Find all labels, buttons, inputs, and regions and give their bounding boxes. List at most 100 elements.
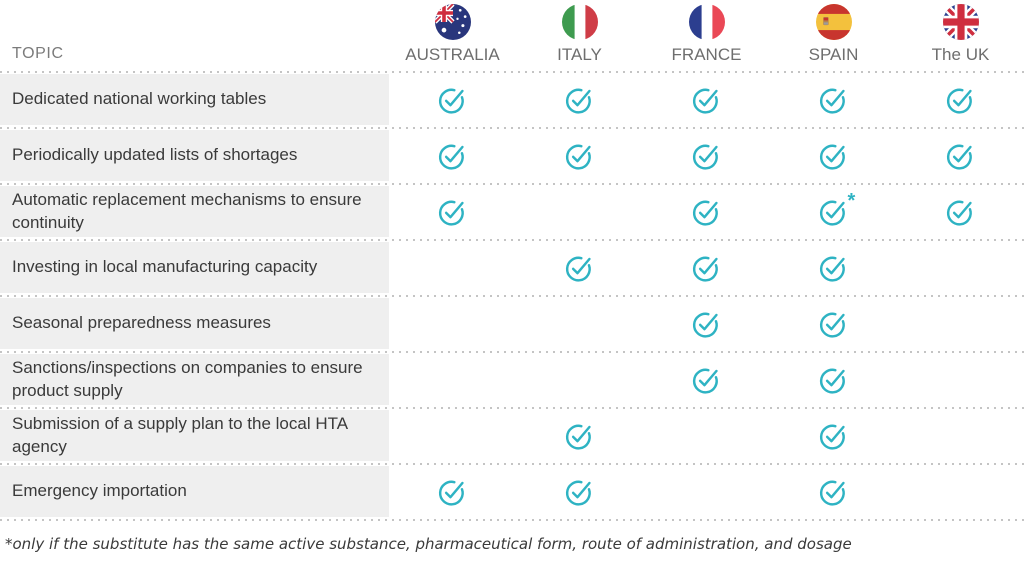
- check-cell: [389, 354, 516, 405]
- check-icon: [692, 365, 722, 395]
- country-name: ITALY: [557, 45, 602, 64]
- check-cell: [897, 130, 1024, 181]
- check-icon: [819, 309, 849, 339]
- check-cell: [643, 354, 770, 405]
- check-cell: [643, 242, 770, 293]
- check-cell: [897, 186, 1024, 237]
- check-icon: [819, 253, 849, 283]
- country-name: SPAIN: [808, 45, 859, 64]
- australia-flag-icon: [434, 4, 471, 40]
- check-cell: [516, 298, 643, 349]
- check-icon: [438, 197, 468, 227]
- table-row: Seasonal preparedness measures: [0, 298, 1024, 349]
- check-icon: [819, 141, 849, 171]
- uk-flag-icon: [942, 4, 979, 40]
- check-icon: [692, 141, 722, 171]
- row-divider: [0, 349, 1024, 354]
- check-cell: [643, 466, 770, 517]
- check-icon: [565, 253, 595, 283]
- check-cell: [897, 242, 1024, 293]
- topic-cell: Automatic replacement mechanisms to ensu…: [0, 186, 389, 237]
- check-icon: [438, 141, 468, 171]
- check-icon: [692, 253, 722, 283]
- check-cell: [516, 410, 643, 461]
- check-icon: [438, 85, 468, 115]
- table-row: Submission of a supply plan to the local…: [0, 410, 1024, 461]
- check-cell: [643, 74, 770, 125]
- check-icon: *: [819, 191, 855, 227]
- topic-header-label: TOPIC: [12, 45, 64, 62]
- check-icon: [438, 477, 468, 507]
- check-cell: [516, 130, 643, 181]
- table-row: Automatic replacement mechanisms to ensu…: [0, 186, 1024, 237]
- topic-cell: Seasonal preparedness measures: [0, 298, 389, 349]
- check-cell: [389, 242, 516, 293]
- row-divider: [0, 181, 1024, 186]
- check-icon: [946, 141, 976, 171]
- check-cell: [643, 130, 770, 181]
- row-divider: [0, 517, 1024, 522]
- country-name: FRANCE: [671, 45, 742, 64]
- check-cell: [389, 410, 516, 461]
- row-divider: [0, 237, 1024, 242]
- topic-cell: Submission of a supply plan to the local…: [0, 410, 389, 461]
- country-header-france: FRANCE: [643, 4, 770, 69]
- topic-cell: Investing in local manufacturing capacit…: [0, 242, 389, 293]
- check-cell: [389, 130, 516, 181]
- country-name: The UK: [931, 45, 990, 64]
- check-cell: [389, 186, 516, 237]
- country-header-australia: AUSTRALIA: [389, 4, 516, 69]
- check-icon: [565, 421, 595, 451]
- check-icon: [692, 85, 722, 115]
- check-icon: [819, 365, 849, 395]
- france-flag-icon: [688, 4, 725, 40]
- check-cell: [516, 354, 643, 405]
- country-header-spain: SPAIN: [770, 4, 897, 69]
- check-cell: [770, 242, 897, 293]
- topic-cell: Periodically updated lists of shortages: [0, 130, 389, 181]
- topic-cell: Emergency importation: [0, 466, 389, 517]
- check-icon: [692, 309, 722, 339]
- header-row: TOPIC AUSTRALIA ITALY FRANCE SPAIN The UK: [0, 0, 1024, 69]
- topic-cell: Sanctions/inspections on companies to en…: [0, 354, 389, 405]
- check-cell: [516, 242, 643, 293]
- check-icon: [565, 85, 595, 115]
- check-cell: [770, 410, 897, 461]
- check-icon: [565, 141, 595, 171]
- check-icon: [692, 197, 722, 227]
- check-cell: *: [770, 186, 897, 237]
- check-cell: [516, 74, 643, 125]
- check-cell: [516, 186, 643, 237]
- check-cell: [897, 74, 1024, 125]
- row-divider: [0, 69, 1024, 74]
- check-icon: [819, 85, 849, 115]
- table-row: Sanctions/inspections on companies to en…: [0, 354, 1024, 405]
- check-cell: [389, 74, 516, 125]
- check-cell: [643, 298, 770, 349]
- check-cell: [516, 466, 643, 517]
- check-cell: [770, 298, 897, 349]
- check-cell: [770, 74, 897, 125]
- check-icon: [819, 421, 849, 451]
- row-divider: [0, 293, 1024, 298]
- row-divider: [0, 461, 1024, 466]
- check-cell: [643, 186, 770, 237]
- check-icon: [946, 197, 976, 227]
- topic-cell: Dedicated national working tables: [0, 74, 389, 125]
- check-cell: [770, 130, 897, 181]
- row-divider: [0, 125, 1024, 130]
- italy-flag-icon: [561, 4, 598, 40]
- check-cell: [897, 298, 1024, 349]
- footnote: *only if the substitute has the same act…: [5, 535, 852, 553]
- check-cell: [643, 410, 770, 461]
- check-cell: [897, 410, 1024, 461]
- check-cell: [389, 466, 516, 517]
- check-cell: [389, 298, 516, 349]
- table-row: Investing in local manufacturing capacit…: [0, 242, 1024, 293]
- country-header-italy: ITALY: [516, 4, 643, 69]
- check-cell: [770, 466, 897, 517]
- country-header-the-uk: The UK: [897, 4, 1024, 69]
- check-icon: [946, 85, 976, 115]
- asterisk-note: *: [847, 189, 856, 212]
- country-comparison-table: TOPIC AUSTRALIA ITALY FRANCE SPAIN The UK De…: [0, 0, 1024, 522]
